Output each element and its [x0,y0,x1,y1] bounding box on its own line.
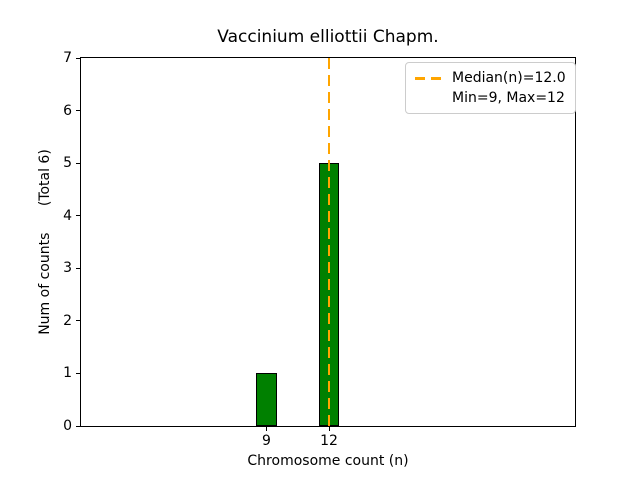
median-dashed-line-swatch [415,76,442,80]
legend-item-median: Median(n)=12.0 [415,68,566,88]
y-tick-label-0: 0 [63,418,72,434]
y-tick-1 [76,372,80,374]
x-tick-label-9: 9 [262,433,271,449]
y-tick-label-2: 2 [63,312,72,329]
y-tick-label-1: 1 [63,365,72,382]
y-tick-label-5: 5 [63,155,72,172]
y-tick-label-6: 6 [63,102,72,119]
legend-label-minmax: Min=9, Max=12 [452,90,565,106]
chart-title: Vaccinium elliottii Chapm. [217,27,439,47]
x-tick-9 [266,427,267,431]
y-tick-2 [76,320,80,322]
y-tick-5 [76,162,80,164]
y-tick-6 [76,110,80,112]
y-axis-label: Num of counts (Total 6) [37,149,53,335]
y-tick-label-7: 7 [63,50,72,66]
plot-area [80,57,576,427]
x-axis-label: Chromosome count (n) [247,453,409,469]
y-tick-4 [76,215,80,217]
legend-swatch-spacer [415,97,442,100]
y-tick-label-4: 4 [63,207,72,224]
legend-item-minmax: Min=9, Max=12 [415,88,566,108]
median-line [328,58,331,426]
x-tick-12 [328,427,330,431]
legend: Median(n)=12.0 Min=9, Max=12 [405,62,576,114]
y-tick-label-3: 3 [63,260,72,277]
x-tick-label-12: 12 [320,433,338,449]
y-tick-3 [76,267,80,269]
y-tick-7 [76,57,80,59]
legend-label-median: Median(n)=12.0 [452,70,566,86]
y-tick-0 [76,425,80,427]
bar-n9 [256,373,277,426]
